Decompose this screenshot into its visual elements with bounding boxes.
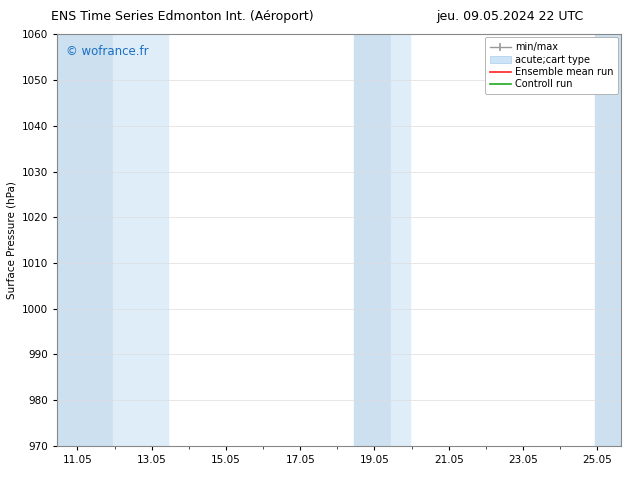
Legend: min/max, acute;cart type, Ensemble mean run, Controll run: min/max, acute;cart type, Ensemble mean …	[485, 37, 618, 94]
Y-axis label: Surface Pressure (hPa): Surface Pressure (hPa)	[6, 181, 16, 299]
Text: ENS Time Series Edmonton Int. (Aéroport): ENS Time Series Edmonton Int. (Aéroport)	[51, 10, 313, 23]
Bar	[57, 34, 113, 446]
Text: jeu. 09.05.2024 22 UTC: jeu. 09.05.2024 22 UTC	[436, 10, 583, 23]
Text: © wofrance.fr: © wofrance.fr	[65, 45, 148, 58]
Bar	[391, 34, 410, 446]
Bar	[113, 34, 169, 446]
Bar	[595, 34, 621, 446]
Bar	[354, 34, 391, 446]
